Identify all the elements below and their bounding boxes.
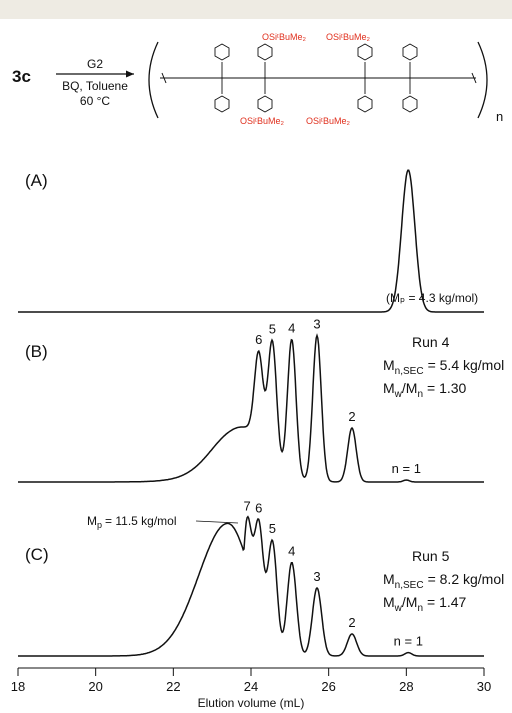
peak-label: n = 1 — [392, 461, 421, 476]
silyl-label-top-1: OSiᵗBuMe₂ — [262, 32, 306, 42]
panel-b-label: (B) — [25, 342, 48, 361]
silyl-label-top-2: OSiᵗBuMe₂ — [326, 32, 370, 42]
right-parenthesis — [477, 41, 488, 119]
panel-c-run: Run 5 — [412, 548, 450, 564]
panel-b-mp-annotation: (Mₚ = 4.3 kg/mol) — [386, 291, 478, 305]
trace-b — [18, 333, 484, 483]
x-axis-title: Elution volume (mL) — [198, 696, 305, 710]
panel-c-mp-leader — [195, 520, 239, 524]
top-banner — [0, 0, 512, 19]
repeat-subscript: n — [496, 109, 503, 124]
reaction-scheme: 3c G2 BQ, Toluene 60 °C n OSiᵗBuM — [12, 32, 503, 126]
panel-c-mp-annotation: Mp = 11.5 kg/mol — [87, 514, 177, 530]
x-axis: 18 20 22 24 26 28 30 Elution volume (mL) — [11, 667, 491, 710]
peak-label: n = 1 — [394, 634, 423, 649]
x-tick-label: 24 — [244, 679, 258, 694]
silyl-label-bottom-2: OSiᵗBuMe₂ — [306, 116, 350, 126]
peak-label: 2 — [348, 615, 355, 630]
x-tick-label: 26 — [321, 679, 335, 694]
panel-c-label: (C) — [25, 545, 49, 564]
peak-label: 4 — [288, 544, 295, 559]
reaction-arrowhead — [126, 70, 134, 78]
peak-label: 6 — [255, 500, 262, 515]
peak-label: 3 — [313, 569, 320, 584]
trace-a — [18, 169, 484, 313]
panel-c-pdi: Mw/Mn = 1.47 — [383, 594, 467, 614]
panel-c-mn: Mn,SEC = 8.2 kg/mol — [383, 571, 504, 591]
silyl-label-bottom-1: OSiᵗBuMe₂ — [240, 116, 284, 126]
peak-label: 6 — [255, 332, 262, 347]
peak-label: 5 — [269, 321, 276, 336]
x-axis-ticks: 18 20 22 24 26 28 30 — [11, 668, 491, 694]
conditions-temperature: 60 °C — [80, 94, 110, 108]
x-tick-label: 22 — [166, 679, 180, 694]
trace-c — [18, 515, 484, 657]
panel-b: (B) n = 1 2 3 456 (Mₚ = 4.3 kg/mol) Run 4 M… — [18, 291, 504, 483]
peak-label: 3 — [313, 317, 320, 332]
panel-a-label: (A) — [25, 171, 48, 190]
panel-b-mn: Mn,SEC = 5.4 kg/mol — [383, 357, 504, 377]
peak-label: 4 — [288, 320, 295, 335]
x-tick-label: 28 — [399, 679, 413, 694]
backbone-break-right — [471, 72, 477, 84]
panel-a: (A) — [18, 169, 484, 313]
peak-label: 7 — [243, 499, 250, 514]
conditions-solvent: BQ, Toluene — [62, 79, 128, 93]
panel-b-pdi: Mw/Mn = 1.30 — [383, 380, 467, 400]
panel-b-run: Run 4 — [412, 334, 450, 350]
phenyl-rings — [214, 43, 418, 113]
panel-b-peak-labels: n = 1 2 3 456 — [255, 317, 421, 476]
x-tick-label: 30 — [477, 679, 491, 694]
peak-label: 2 — [348, 409, 355, 424]
left-parenthesis — [148, 41, 159, 119]
x-tick-label: 18 — [11, 679, 25, 694]
reactant-label: 3c — [12, 67, 31, 86]
catalyst-label: G2 — [87, 57, 103, 71]
backbone-break-left — [161, 72, 167, 84]
x-tick-label: 20 — [88, 679, 102, 694]
peak-label: 5 — [269, 521, 276, 536]
